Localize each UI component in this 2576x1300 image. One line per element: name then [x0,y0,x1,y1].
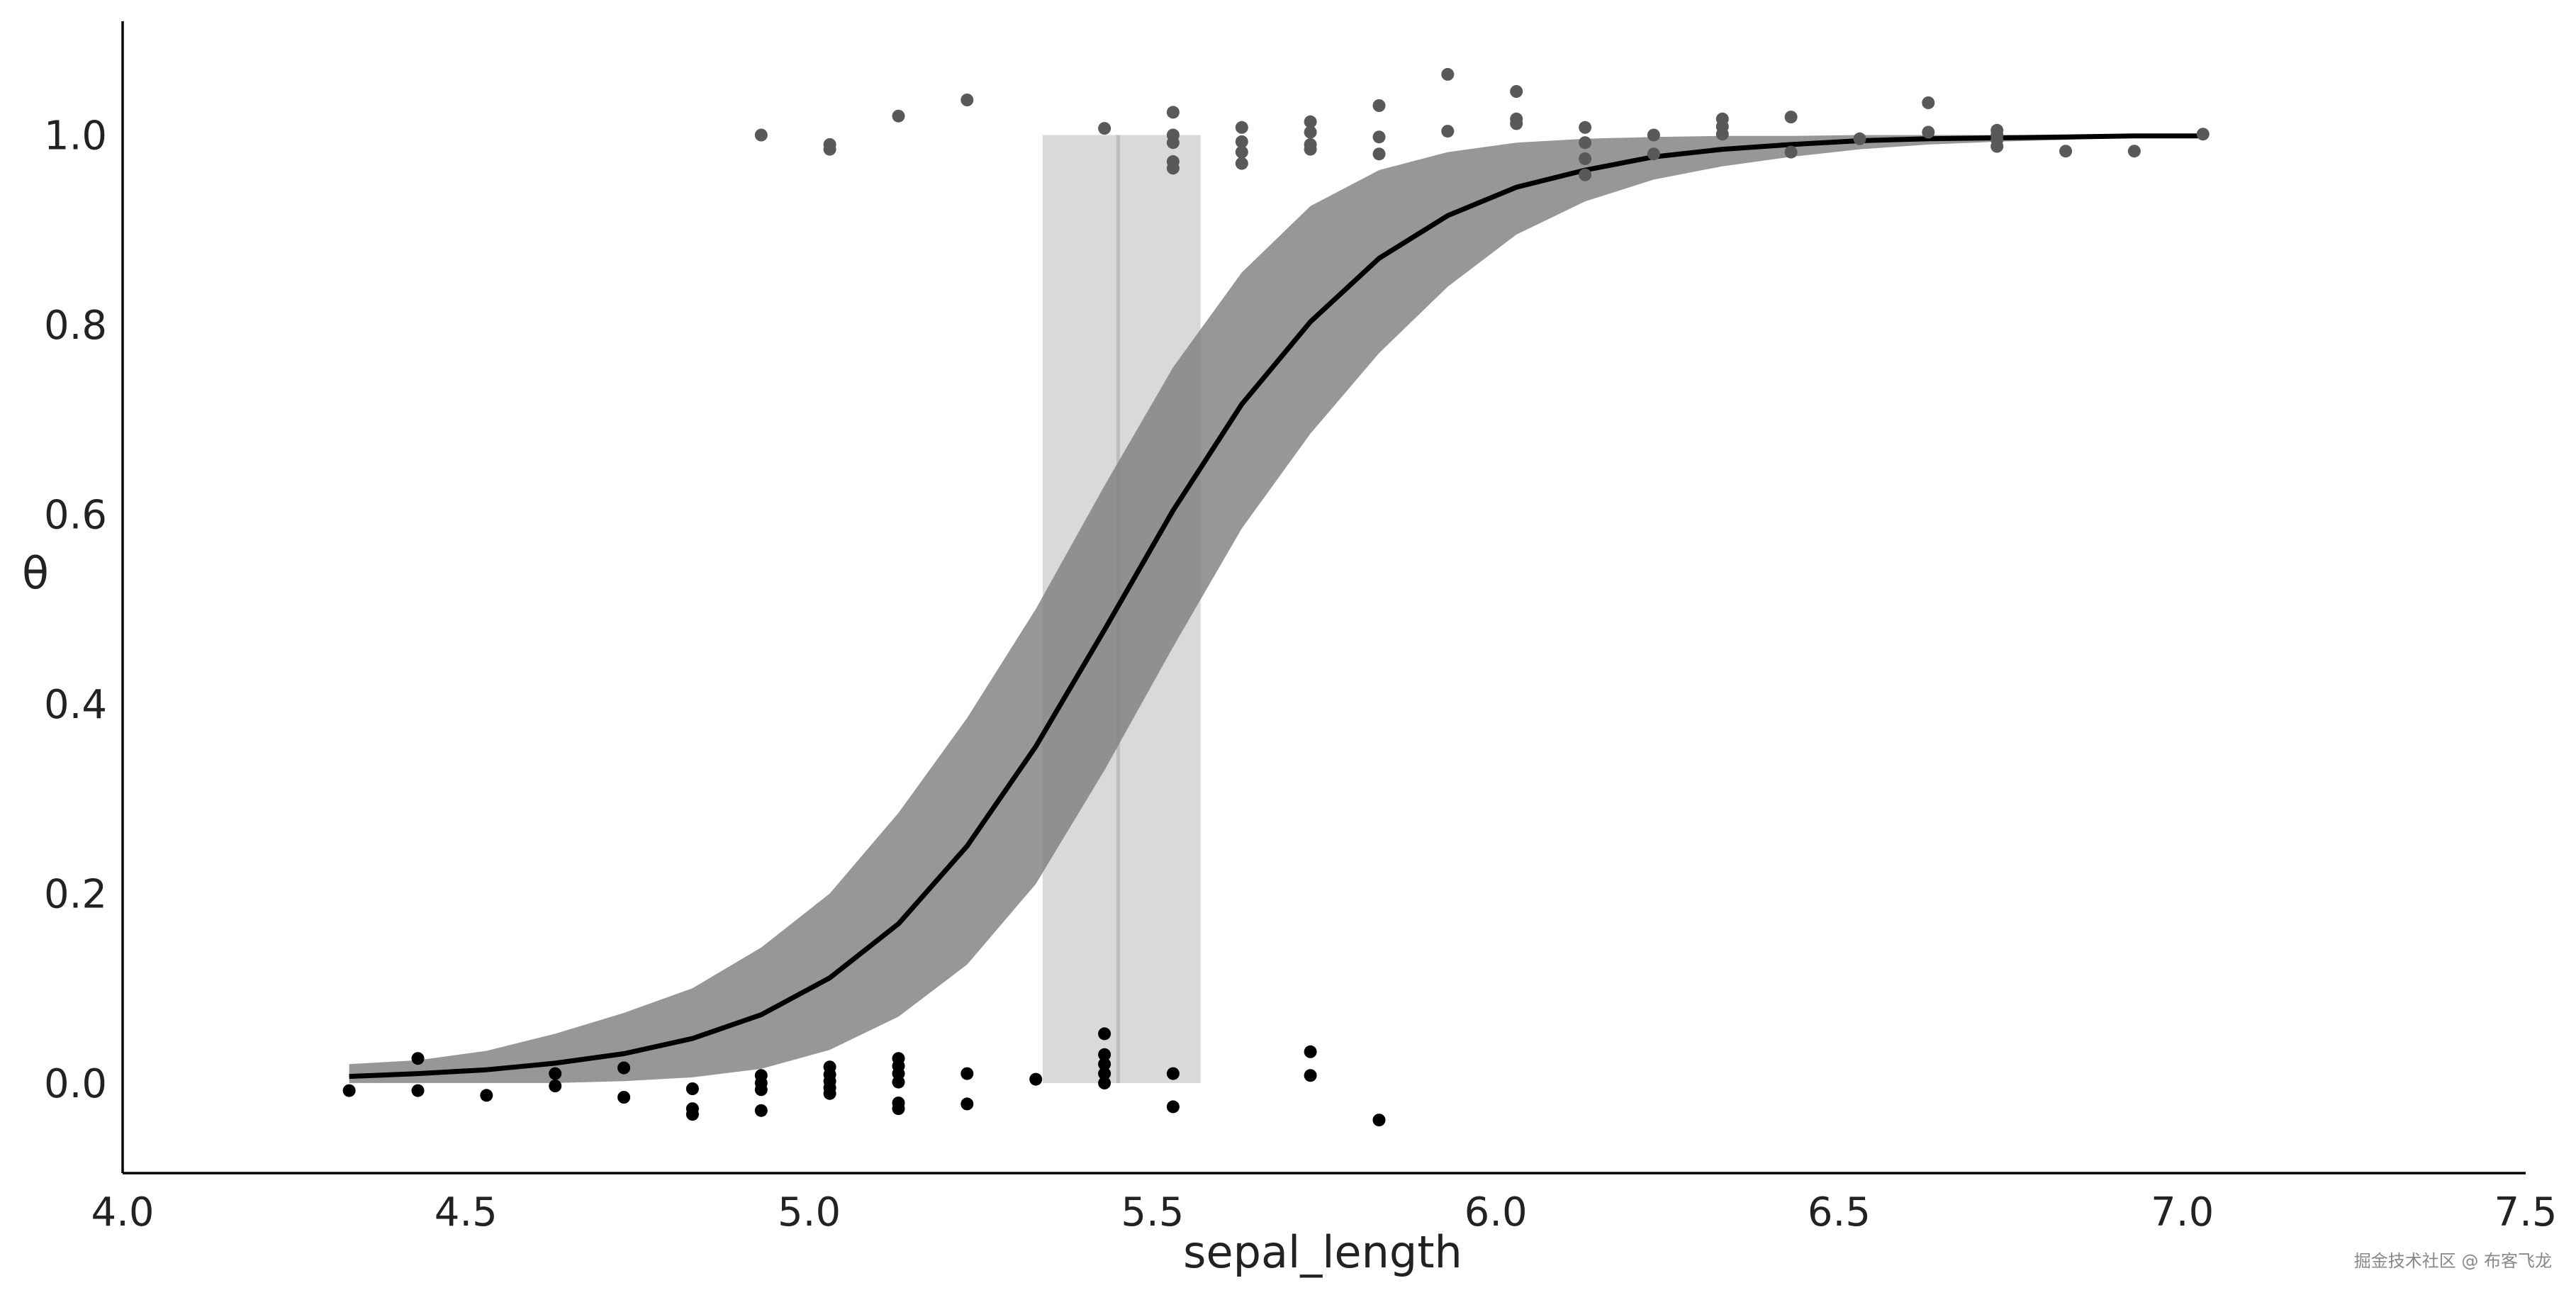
y-tick-label: 0.0 [44,1061,107,1107]
data-point-class-1 [1922,125,1935,139]
theta-mean-line [349,133,2203,1080]
data-point-class-1 [1304,142,1317,156]
data-point-class-1 [1510,85,1523,98]
x-tick-label: 6.5 [1808,1189,1871,1235]
data-point-class-1 [1647,147,1660,161]
data-point-class-1 [1372,147,1386,161]
y-tick-label: 1.0 [44,113,107,159]
data-point-class-1 [1235,135,1248,148]
data-point-class-0 [754,1083,768,1097]
data-point-class-1 [2196,128,2210,141]
data-point-class-0 [1098,1048,1111,1061]
data-point-class-0 [1304,1069,1317,1082]
data-point-class-1 [1098,122,1111,135]
data-point-class-1 [1784,145,1798,159]
data-point-class-1 [1441,67,1455,81]
data-point-class-1 [1235,157,1248,170]
data-point-class-0 [411,1052,425,1065]
data-point-class-1 [823,142,836,156]
y-tick-label: 0.2 [44,871,107,917]
data-point-class-1 [1166,162,1180,175]
data-point-class-0 [1098,1027,1111,1041]
y-axis-label: θ [22,547,49,599]
data-point-class-0 [1098,1067,1111,1080]
data-point-class-0 [1029,1072,1043,1086]
x-tick-label: 5.5 [1121,1189,1184,1235]
data-point-class-1 [1853,132,1866,145]
data-point-class-0 [480,1089,493,1102]
data-point-class-1 [961,94,974,106]
axes-layer: 4.0 4.5 5.0 5.5 6.0 6.5 7.0 7.5 0.0 0.2 0.4 0.6 0.8 1… [44,21,2558,1235]
data-point-class-1 [1647,128,1660,142]
data-point-class-0 [617,1061,631,1075]
data-point-class-0 [961,1067,974,1080]
data-point-class-0 [1098,1058,1111,1071]
data-point-class-1 [1166,106,1180,119]
data-point-class-1 [2127,145,2141,158]
data-point-class-1 [1579,152,1592,165]
data-point-class-0 [1166,1100,1180,1114]
data-point-class-0 [549,1080,562,1092]
data-point-class-1 [1372,130,1386,144]
data-point-class-0 [411,1084,425,1097]
data-point-class-1 [1304,115,1317,128]
y-tick-label: 0.8 [44,303,107,349]
data-point-class-1 [1784,111,1798,124]
data-point-class-1 [1235,145,1248,159]
data-point-class-1 [892,109,905,123]
data-point-class-0 [754,1104,768,1117]
x-tick-label: 4.0 [91,1189,154,1235]
theta-hdi-layer [349,135,2203,1083]
data-point-class-0 [617,1091,631,1104]
data-point-class-1 [1441,125,1455,138]
data-point-class-0 [961,1097,974,1111]
data-point-class-1 [1579,136,1592,150]
data-point-class-0 [685,1082,699,1095]
data-point-class-0 [1166,1067,1180,1080]
x-tick-label: 6.0 [1465,1189,1528,1235]
y-tick-label: 0.6 [44,492,107,538]
data-point-class-1 [1922,96,1935,109]
data-point-class-1 [1990,140,2004,153]
x-tick-label: 7.5 [2494,1189,2557,1235]
data-point-class-0 [1372,1114,1386,1127]
data-point-class-1 [1715,128,1729,141]
data-point-class-0 [1304,1045,1317,1058]
data-point-class-0 [685,1108,699,1121]
data-point-class-0 [892,1102,905,1116]
data-point-class-0 [1098,1076,1111,1089]
watermark: 掘金技术社区 @ 布客飞龙 [2353,1251,2552,1271]
data-point-class-1 [1166,136,1180,150]
data-point-class-0 [892,1075,905,1089]
data-point-class-1 [754,128,768,142]
data-point-class-1 [1579,168,1592,181]
theta-mean-layer [349,133,2203,1080]
data-point-class-1 [1579,121,1592,134]
x-tick-label: 7.0 [2151,1189,2214,1235]
data-point-class-0 [823,1087,836,1100]
data-point-class-1 [1510,117,1523,130]
x-axis-label: sepal_length [1183,1226,1462,1278]
y-tick-label: 0.4 [44,682,107,728]
data-point-class-1 [1304,125,1317,139]
data-points-layer [342,67,2210,1127]
data-point-class-1 [1372,99,1386,112]
data-point-class-1 [2059,145,2073,158]
data-point-class-0 [549,1067,562,1080]
theta-hdi-band [349,135,2203,1083]
data-point-class-0 [342,1084,356,1097]
x-tick-label: 5.0 [778,1189,841,1235]
data-point-class-1 [1235,121,1248,134]
x-tick-label: 4.5 [435,1189,498,1235]
